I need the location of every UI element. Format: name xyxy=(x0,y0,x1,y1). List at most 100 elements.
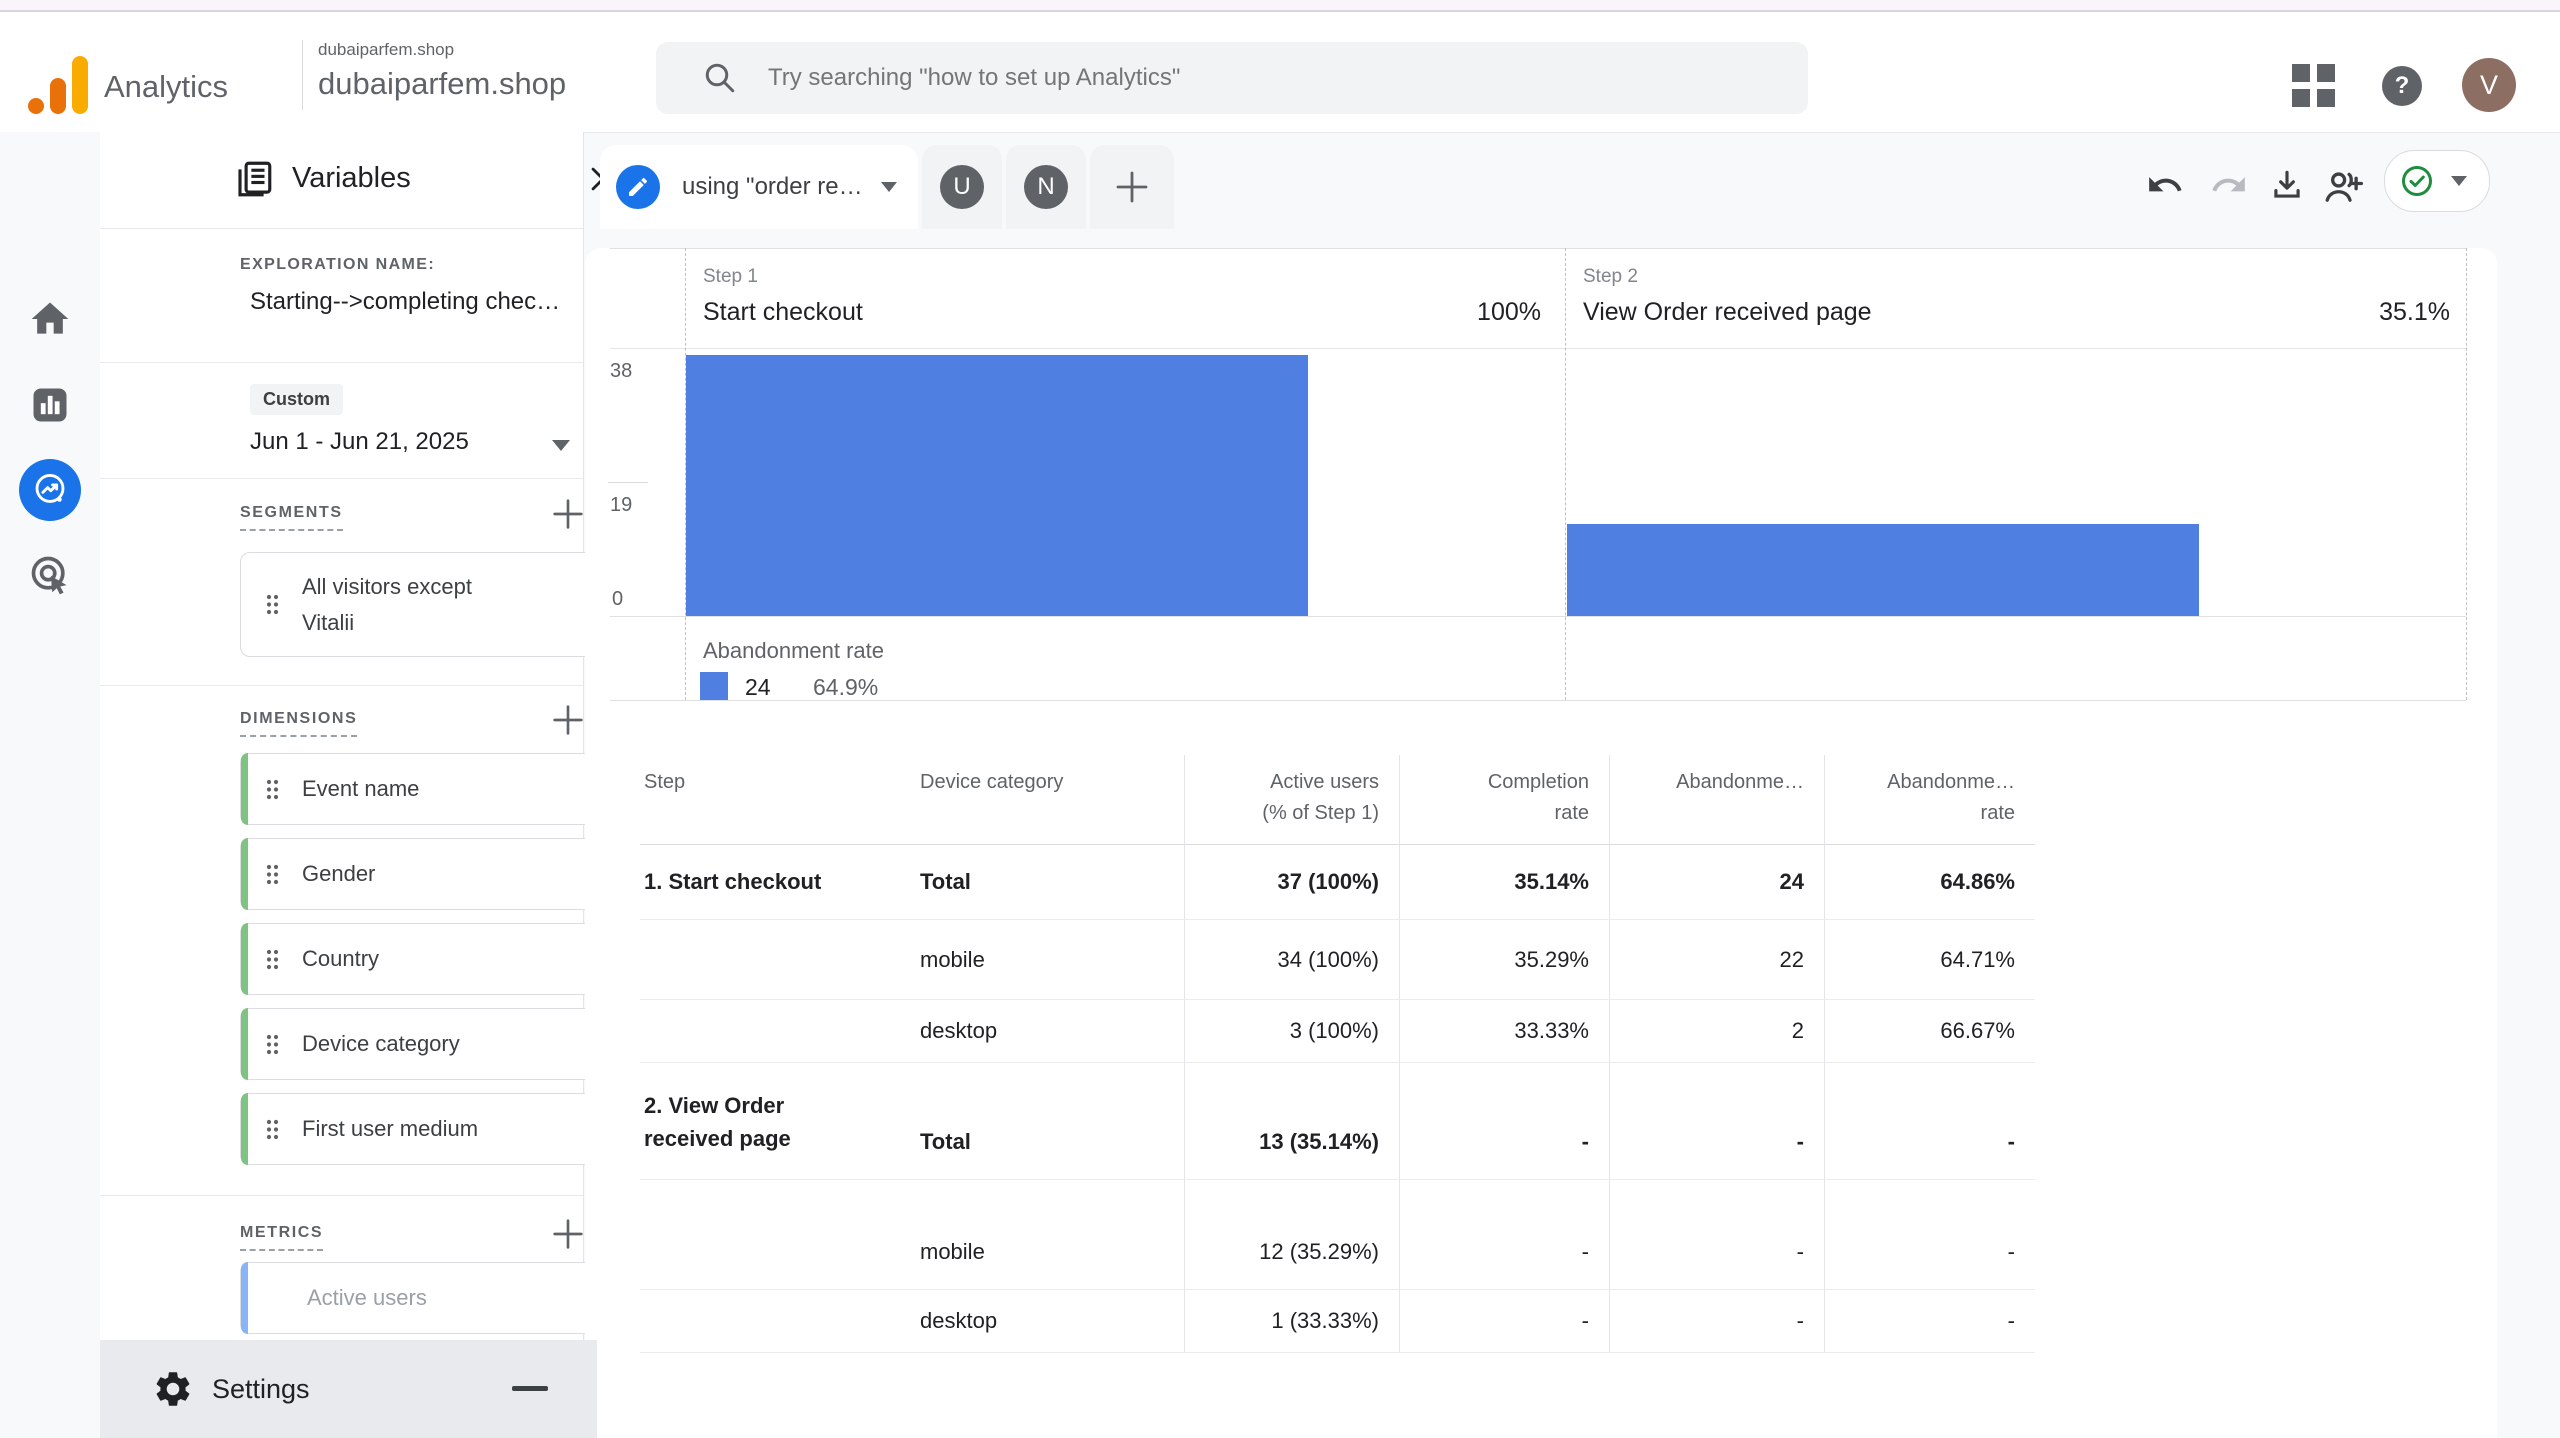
table-cell-abandonment-rate: - xyxy=(1824,1290,2035,1353)
col-header-active-users[interactable]: Active users (% of Step 1) xyxy=(1184,755,1399,845)
tab-n[interactable]: N xyxy=(1006,145,1086,229)
table-cell-abandonments: 22 xyxy=(1609,920,1824,1000)
tab-u[interactable]: U xyxy=(922,145,1002,229)
add-tab-button[interactable] xyxy=(1090,145,1174,229)
table-cell-abandonment-rate: 64.86% xyxy=(1824,845,2035,920)
dimension-accent xyxy=(241,1093,248,1165)
chevron-down-icon[interactable] xyxy=(2451,176,2467,186)
table-cell-active-users: 3 (100%) xyxy=(1184,1000,1399,1063)
table-cell-abandonments: - xyxy=(1609,1180,1824,1290)
chevron-down-icon[interactable] xyxy=(880,182,897,192)
table-cell-device: Total xyxy=(920,1063,1184,1180)
collapse-icon[interactable] xyxy=(512,1386,548,1391)
redo-button[interactable] xyxy=(2210,166,2248,209)
reports-icon[interactable] xyxy=(28,383,72,427)
topbar: Analytics dubaiparfem.shop dubaiparfem.s… xyxy=(0,12,2560,133)
table-cell-device: mobile xyxy=(920,1180,1184,1290)
drag-handle-icon[interactable] xyxy=(265,863,280,886)
settings-bar[interactable]: Settings xyxy=(100,1340,597,1438)
divider xyxy=(100,228,583,229)
table-cell-active-users: 13 (35.14%) xyxy=(1184,1063,1399,1180)
dimension-label: Device category xyxy=(302,1031,460,1056)
dimension-label: First user medium xyxy=(302,1116,479,1141)
dimension-chip-device-category[interactable]: Device category xyxy=(240,1008,610,1080)
table-cell-abandonment-rate: - xyxy=(1824,1180,2035,1290)
browser-edge-strip xyxy=(0,0,2560,12)
help-glyph: ? xyxy=(2394,72,2410,99)
drag-handle-icon[interactable] xyxy=(265,948,280,971)
dimension-chip-country[interactable]: Country xyxy=(240,923,610,995)
segment-chip[interactable]: All visitors except Vitalii xyxy=(240,552,610,657)
search-input[interactable] xyxy=(766,63,1808,93)
table-cell-abandonments: 2 xyxy=(1609,1000,1824,1063)
help-icon[interactable]: ? xyxy=(2382,66,2422,106)
add-dimension-button[interactable] xyxy=(548,700,588,740)
add-metric-button[interactable] xyxy=(548,1214,588,1254)
table-cell-step xyxy=(640,1290,920,1353)
dimension-chip-gender[interactable]: Gender xyxy=(240,838,610,910)
funnel-table: Step Device category Active users (% of S… xyxy=(640,755,2035,1353)
property-selector[interactable]: dubaiparfem.shop xyxy=(318,66,567,101)
table-cell-step xyxy=(640,920,920,1000)
dimension-label: Event name xyxy=(302,776,420,801)
chevron-down-icon[interactable] xyxy=(552,440,570,451)
step-divider-dashed xyxy=(1565,248,1566,700)
table-cell-abandonment-rate: 66.67% xyxy=(1824,1000,2035,1063)
applied-steps-button[interactable] xyxy=(2384,150,2490,212)
y-tick-mark xyxy=(608,482,648,483)
exploration-name-value[interactable]: Starting-->completing chec… xyxy=(250,288,561,315)
metric-label: Active users xyxy=(307,1285,427,1310)
share-add-user-button[interactable] xyxy=(2322,166,2364,213)
download-button[interactable] xyxy=(2268,166,2306,209)
dimension-label: Gender xyxy=(302,861,376,886)
dimension-chip-event-name[interactable]: Event name xyxy=(240,753,610,825)
step-number: Step 1 xyxy=(703,266,758,287)
table-cell-step: 2. View Order received page xyxy=(640,1063,920,1180)
undo-button[interactable] xyxy=(2146,166,2184,209)
drag-handle-icon[interactable] xyxy=(265,593,280,616)
col-header-step[interactable]: Step xyxy=(640,755,920,845)
col-header-abandonments[interactable]: Abandonme… xyxy=(1609,755,1824,845)
variables-header: Variables xyxy=(100,132,615,228)
add-segment-button[interactable] xyxy=(548,494,588,534)
apps-grid-icon[interactable] xyxy=(2292,64,2336,108)
drag-handle-icon[interactable] xyxy=(265,1118,280,1141)
metrics-label: METRICS xyxy=(240,1224,324,1251)
metric-chip-active-users[interactable]: Active users xyxy=(240,1262,610,1334)
table-cell-device: desktop xyxy=(920,1000,1184,1063)
google-analytics-logo[interactable] xyxy=(26,52,90,116)
divider xyxy=(100,1195,583,1196)
dimensions-label: DIMENSIONS xyxy=(240,710,358,737)
table-cell-step: 1. Start checkout xyxy=(640,845,920,920)
drag-handle-icon[interactable] xyxy=(265,1033,280,1056)
table-cell-active-users: 37 (100%) xyxy=(1184,845,1399,920)
table-cell-device: mobile xyxy=(920,920,1184,1000)
tab-active-funnel[interactable]: using "order re… xyxy=(600,145,918,229)
home-icon[interactable] xyxy=(28,297,72,341)
dimension-accent xyxy=(241,838,248,910)
y-tick-label: 0 xyxy=(612,588,624,610)
step-name: View Order received page xyxy=(1583,298,1872,326)
funnel-step-1-header: Step 1 Start checkout 100% xyxy=(685,248,1565,342)
table-cell-abandonment-rate: - xyxy=(1824,1063,2035,1180)
date-range-value[interactable]: Jun 1 - Jun 21, 2025 xyxy=(250,428,469,455)
col-header-abandonment-rate[interactable]: Abandonme… rate xyxy=(1824,755,2035,845)
step-divider-dashed xyxy=(2466,248,2467,700)
col-header-completion-rate[interactable]: Completion rate xyxy=(1399,755,1609,845)
tab-initial: N xyxy=(1024,165,1068,209)
drag-handle-icon[interactable] xyxy=(265,778,280,801)
legend-swatch xyxy=(700,672,728,700)
explore-icon[interactable] xyxy=(19,459,81,521)
table-cell-abandonments: - xyxy=(1609,1063,1824,1180)
advertising-icon[interactable] xyxy=(28,553,72,597)
segment-name-line1: All visitors except xyxy=(302,574,472,600)
table-cell-step xyxy=(640,1000,920,1063)
y-tick-label: 38 xyxy=(610,360,633,382)
table-cell-active-users: 12 (35.29%) xyxy=(1184,1180,1399,1290)
avatar[interactable]: V xyxy=(2462,58,2516,112)
col-header-device-category[interactable]: Device category xyxy=(920,755,1184,845)
dimension-accent xyxy=(241,923,248,995)
dimension-chip-first-user-medium[interactable]: First user medium xyxy=(240,1093,610,1165)
search-bar[interactable] xyxy=(656,42,1808,114)
